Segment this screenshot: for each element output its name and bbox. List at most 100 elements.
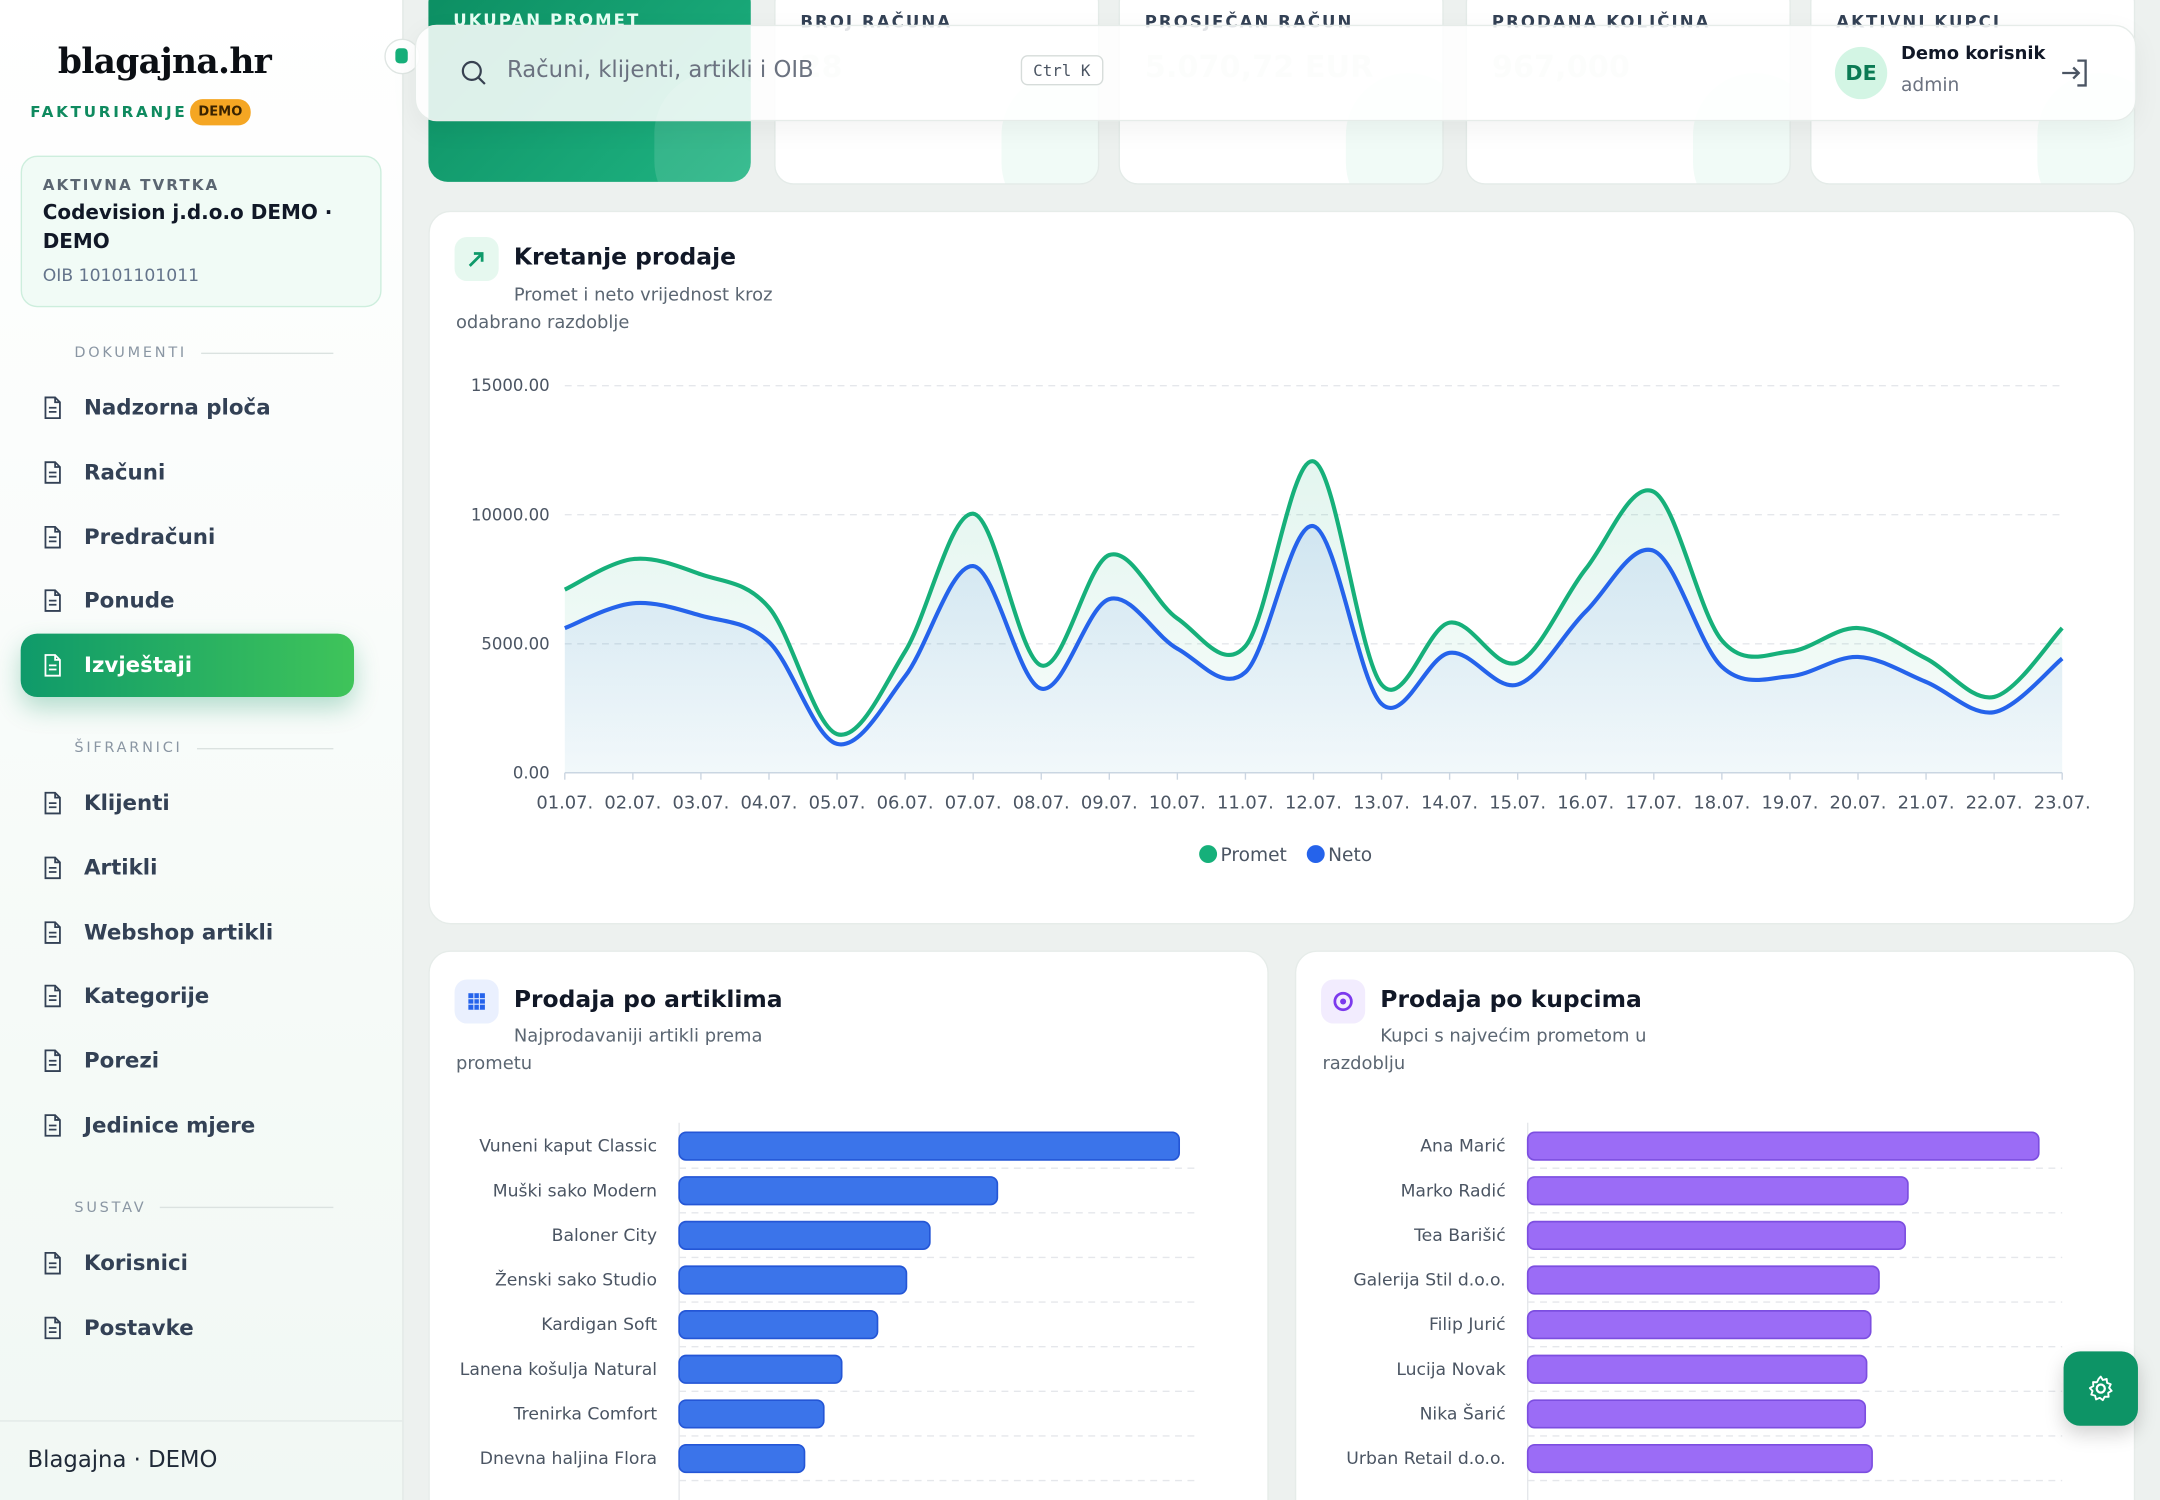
nav-label: Predračuni	[84, 524, 216, 550]
card-subtitle: Najprodavaniji artikli prema prometu	[455, 1026, 763, 1075]
nav-item[interactable]: Izvještaji	[20, 633, 355, 698]
x-tick-label: 21.07.	[1898, 793, 1955, 814]
category-label: Trenirka Comfort	[513, 1404, 658, 1424]
category-label: Ana Marić	[1420, 1137, 1505, 1157]
x-tick-label: 02.07.	[604, 793, 661, 814]
nav-section-title: DOKUMENTI	[74, 344, 333, 361]
nav-item[interactable]: Porezi	[21, 1029, 354, 1092]
nav-label: Ponude	[84, 588, 175, 614]
bar	[678, 1220, 931, 1250]
logo[interactable]: blagajna.hr	[57, 41, 272, 82]
y-tick-label: 10000.00	[471, 505, 550, 524]
series-line	[564, 524, 2064, 747]
user-role: admin	[1901, 74, 1960, 97]
nav-item[interactable]: Predračuni	[21, 505, 354, 568]
x-tick-label: 22.07.	[1966, 793, 2023, 814]
card-title: Kretanje prodaje	[513, 243, 737, 272]
nav-item[interactable]: Jedinice mjere	[21, 1094, 354, 1157]
settings-button[interactable]	[2063, 1351, 2138, 1426]
category-label: Nika Šarić	[1420, 1402, 1506, 1424]
legend-swatch	[1199, 845, 1218, 864]
x-tick-label: 03.07.	[672, 793, 729, 814]
x-tick-label: 18.07.	[1693, 793, 1750, 814]
nav-label: Postavke	[84, 1315, 194, 1340]
nav-label: Porezi	[84, 1048, 160, 1074]
product-name: FAKTURIRANJE	[30, 103, 188, 122]
bar	[678, 1176, 999, 1206]
x-tick-label: 20.07.	[1830, 793, 1887, 814]
nav-item[interactable]: Postavke	[21, 1296, 354, 1359]
series-area	[564, 525, 2063, 773]
x-tick-label: 11.07.	[1217, 793, 1274, 814]
x-tick-label: 17.07.	[1625, 793, 1682, 814]
category-label: Lucija Novak	[1396, 1360, 1505, 1380]
nav-item[interactable]: Artikli	[21, 836, 354, 899]
x-tick-label: 06.07.	[877, 793, 934, 814]
x-tick-label: 09.07.	[1081, 793, 1138, 814]
x-tick-label: 23.07.	[2034, 793, 2091, 814]
x-tick-label: 01.07.	[536, 793, 593, 814]
bar	[1526, 1220, 1906, 1250]
nav-label: Webshop artikli	[84, 919, 274, 945]
logout-button[interactable]	[2058, 56, 2091, 89]
category-label: Baloner City	[552, 1226, 657, 1246]
category-label: Ženski sako Studio	[495, 1269, 657, 1291]
x-tick-label: 10.07.	[1149, 793, 1206, 814]
search-icon	[461, 60, 486, 85]
bar	[678, 1265, 908, 1295]
series-line	[563, 459, 2064, 737]
nav-label: Izvještaji	[84, 653, 193, 679]
legend-swatch	[1306, 845, 1325, 864]
nav-label: Korisnici	[84, 1250, 188, 1276]
bar	[1526, 1310, 1872, 1340]
nav-item[interactable]: Klijenti	[21, 771, 354, 834]
search-input[interactable]: Računi, klijenti, artikli i OIB	[506, 56, 814, 83]
company-oib: OIB 10101101011	[42, 264, 200, 286]
company-name: Codevision j.d.o.o DEMO · DEMO	[42, 202, 333, 254]
y-tick-label: 15000.00	[471, 376, 550, 395]
bar	[1526, 1265, 1880, 1295]
category-label: Tea Barišić	[1413, 1226, 1506, 1246]
bar	[678, 1399, 825, 1429]
bar	[678, 1354, 843, 1384]
x-tick-label: 15.07.	[1489, 793, 1546, 814]
bar	[678, 1131, 1181, 1161]
legend-label: Promet	[1221, 845, 1287, 866]
card-icon	[454, 236, 499, 282]
category-label: Dnevna haljina Flora	[480, 1449, 657, 1469]
demo-badge: DEMO	[190, 99, 251, 126]
y-tick-label: 5000.00	[481, 634, 549, 653]
company-box[interactable]: AKTIVNA TVRTKA Codevision j.d.o.o DEMO ·…	[20, 155, 382, 308]
x-tick-label: 12.07.	[1285, 793, 1342, 814]
category-label: Marko Radić	[1401, 1181, 1506, 1201]
category-label: Lanena košulja Natural	[460, 1360, 657, 1380]
bar	[1526, 1443, 1873, 1474]
nav-item[interactable]: Ponude	[21, 569, 354, 632]
collapse-toggle[interactable]	[384, 38, 421, 75]
nav-label: Klijenti	[84, 790, 170, 816]
bar	[1526, 1131, 2040, 1161]
category-label: Galerija Stil d.o.o.	[1353, 1271, 1505, 1291]
company-label: AKTIVNA TVRTKA	[42, 176, 220, 195]
x-tick-label: 19.07.	[1761, 793, 1818, 814]
nav-label: Nadzorna ploča	[84, 395, 271, 421]
card-icon	[1321, 979, 1366, 1024]
category-label: Muški sako Modern	[493, 1181, 657, 1201]
x-tick-label: 14.07.	[1421, 793, 1478, 814]
nav-item[interactable]: Webshop artikli	[21, 900, 354, 963]
nav-item[interactable]: Korisnici	[21, 1231, 354, 1294]
card-icon	[454, 979, 499, 1024]
bar	[1526, 1354, 1868, 1384]
nav-item[interactable]: Računi	[21, 441, 354, 504]
top-bar: Računi, klijenti, artikli i OIB Ctrl K D…	[414, 24, 2137, 122]
avatar[interactable]: DE	[1834, 46, 1888, 100]
category-label: Urban Retail d.o.o.	[1346, 1449, 1505, 1469]
nav-item[interactable]: Kategorije	[21, 965, 354, 1028]
category-label: Filip Jurić	[1429, 1315, 1506, 1335]
category-label: Kardigan Soft	[541, 1315, 657, 1335]
nav-item[interactable]: Nadzorna ploča	[21, 376, 354, 439]
category-label: Vuneni kaput Classic	[479, 1137, 657, 1157]
nav-label: Kategorije	[84, 984, 210, 1009]
